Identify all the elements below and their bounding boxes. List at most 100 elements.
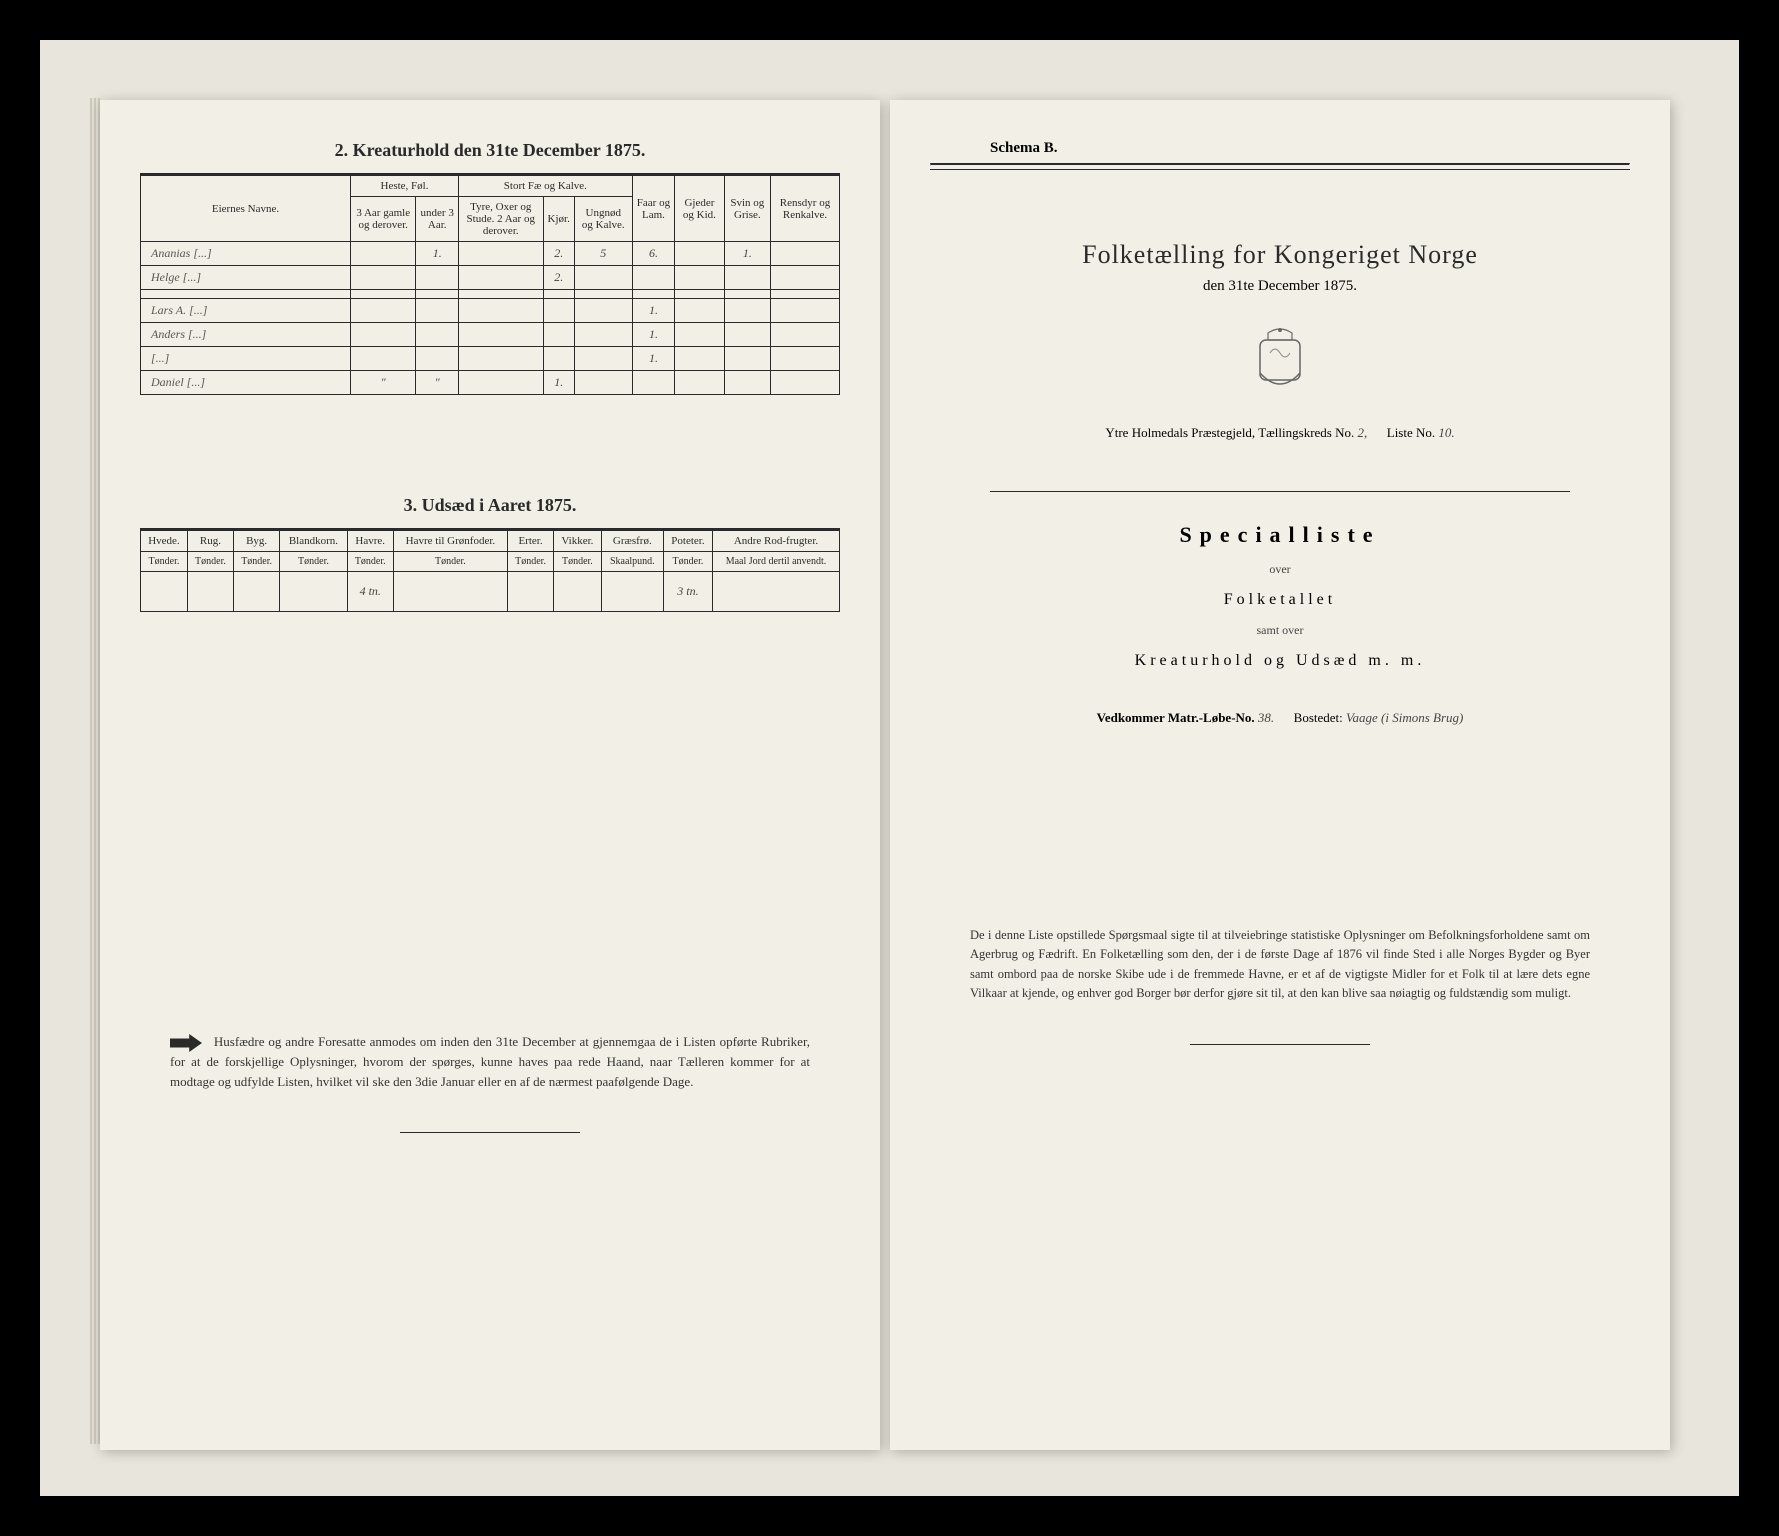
th-rens: Rensdyr og Renkalve. — [771, 176, 840, 242]
rule — [930, 163, 1630, 166]
value-cell — [632, 290, 675, 299]
value-cell — [351, 242, 416, 266]
meta-line: Ytre Holmedals Præstegjeld, Tællingskred… — [930, 425, 1630, 441]
table-row: Lars A. [...]1. — [141, 299, 840, 323]
value-cell — [543, 299, 574, 323]
census-title: Folketælling for Kongeriget Norge — [930, 240, 1630, 270]
scan-background: 2. Kreaturhold den 31te December 1875. E… — [40, 40, 1739, 1496]
table-row: Helge [...] 2. — [141, 266, 840, 290]
samt-label: samt over — [930, 623, 1630, 638]
rule — [930, 169, 1630, 170]
value-cell — [234, 572, 280, 612]
th-col: Havre til Grønfoder. — [393, 531, 507, 552]
value-cell — [724, 347, 770, 371]
value-cell: " — [351, 371, 416, 395]
right-footer-text: De i denne Liste opstillede Spørgsmaal s… — [970, 926, 1590, 1004]
th-col: Græsfrø. — [601, 531, 663, 552]
th-heste-b: under 3 Aar. — [416, 197, 459, 242]
value-cell — [675, 266, 724, 290]
value-cell — [724, 371, 770, 395]
value-cell — [543, 347, 574, 371]
section3-title: 3. Udsæd i Aaret 1875. — [140, 495, 840, 516]
rule-short — [400, 1132, 580, 1133]
th-owner: Eiernes Navne. — [141, 176, 351, 242]
value-cell — [771, 371, 840, 395]
value-cell — [771, 299, 840, 323]
value-cell: 5 — [574, 242, 632, 266]
value-cell — [574, 323, 632, 347]
owner-cell: Helge [...] — [141, 266, 351, 290]
value-cell — [554, 572, 602, 612]
value-cell: 1. — [724, 242, 770, 266]
th-sub: Tønder. — [507, 552, 553, 572]
th-sub: Tønder. — [554, 552, 602, 572]
bostedet-label: Bostedet: — [1294, 710, 1343, 725]
value-cell — [351, 290, 416, 299]
value-cell — [351, 347, 416, 371]
value-cell — [351, 266, 416, 290]
th-heste-a: 3 Aar gamle og derover. — [351, 197, 416, 242]
value-cell — [632, 371, 675, 395]
owner-cell: Ananias [...] — [141, 242, 351, 266]
th-col: Andre Rod-frugter. — [712, 531, 839, 552]
table-row — [141, 290, 840, 299]
value-cell: 1. — [416, 242, 459, 266]
owner-cell: Daniel [...] — [141, 371, 351, 395]
value-cell: 2. — [543, 266, 574, 290]
value-cell: 3 tn. — [663, 572, 712, 612]
th-stort-b: Kjør. — [543, 197, 574, 242]
value-cell — [574, 290, 632, 299]
value-cell — [141, 572, 188, 612]
value-cell — [724, 299, 770, 323]
value-cell — [459, 242, 544, 266]
th-sub: Tønder. — [393, 552, 507, 572]
th-stort-a: Tyre, Oxer og Stude. 2 Aar og derover. — [459, 197, 544, 242]
value-cell — [416, 290, 459, 299]
coat-of-arms-icon — [1250, 325, 1310, 395]
value-cell — [459, 290, 544, 299]
vedk-label: Vedkommer Matr.-Løbe-No. — [1097, 710, 1255, 725]
value-cell — [724, 290, 770, 299]
value-cell — [675, 290, 724, 299]
th-col: Poteter. — [663, 531, 712, 552]
specialliste-title: Specialliste — [930, 522, 1630, 548]
right-page: Schema B. Folketælling for Kongeriget No… — [890, 100, 1670, 1450]
th-col: Vikker. — [554, 531, 602, 552]
value-cell: 1. — [632, 323, 675, 347]
value-cell — [771, 290, 840, 299]
value-cell — [351, 299, 416, 323]
th-stort: Stort Fæ og Kalve. — [459, 176, 633, 197]
value-cell — [459, 266, 544, 290]
value-cell: 4 tn. — [347, 572, 393, 612]
section2-title: 2. Kreaturhold den 31te December 1875. — [140, 140, 840, 161]
th-sub: Tønder. — [234, 552, 280, 572]
table-row: [...]1. — [141, 347, 840, 371]
th-svin: Svin og Grise. — [724, 176, 770, 242]
table-row: Anders [...]1. — [141, 323, 840, 347]
value-cell — [675, 347, 724, 371]
value-cell: 1. — [632, 347, 675, 371]
value-cell — [771, 266, 840, 290]
value-cell — [675, 242, 724, 266]
th-col: Havre. — [347, 531, 393, 552]
owner-cell: Lars A. [...] — [141, 299, 351, 323]
pointing-hand-icon — [170, 1034, 202, 1052]
value-cell — [601, 572, 663, 612]
meta-kreds: 2, — [1358, 425, 1368, 440]
value-cell — [351, 323, 416, 347]
value-cell — [416, 299, 459, 323]
owner-cell — [141, 290, 351, 299]
value-cell — [574, 371, 632, 395]
th-sub: Tønder. — [280, 552, 347, 572]
rule — [990, 491, 1570, 492]
value-cell: 6. — [632, 242, 675, 266]
value-cell — [507, 572, 553, 612]
meta-liste-label: Liste No. — [1387, 425, 1435, 440]
table-row: Ananias [...]1.2.56.1. — [141, 242, 840, 266]
value-cell — [724, 323, 770, 347]
udsaed-table: Hvede.Rug.Byg.Blandkorn.Havre.Havre til … — [140, 530, 840, 612]
schema-label: Schema B. — [990, 140, 1630, 157]
value-cell — [632, 266, 675, 290]
value-cell — [675, 323, 724, 347]
th-col: Blandkorn. — [280, 531, 347, 552]
